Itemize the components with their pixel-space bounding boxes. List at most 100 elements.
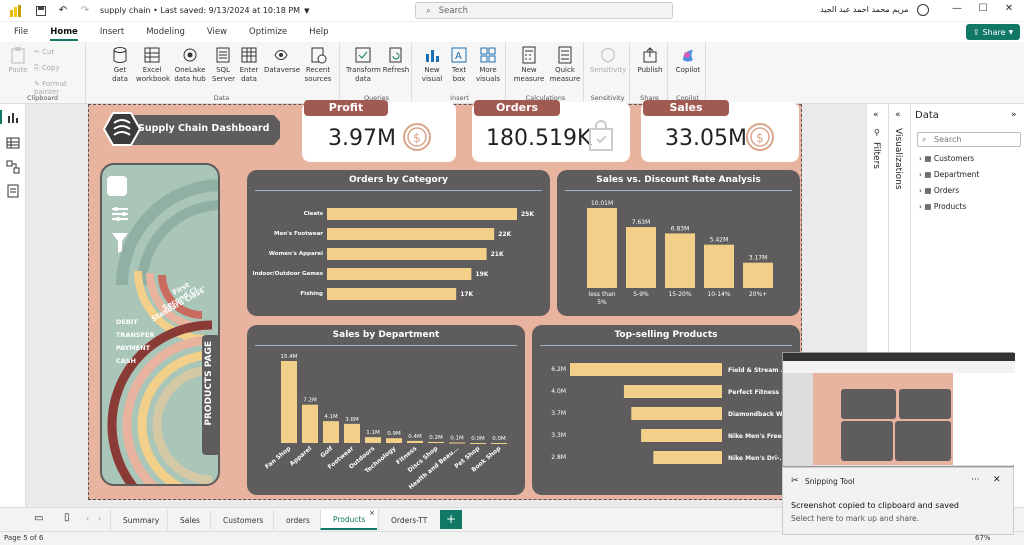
product-bar[interactable]: [631, 407, 722, 420]
collapse-data-icon[interactable]: »: [1011, 110, 1017, 120]
sales-vs-discount-panel[interactable]: Sales vs. Discount Rate Analysis 10.01M l…: [557, 170, 800, 316]
tab-sales[interactable]: Sales: [167, 510, 212, 530]
menu-modeling[interactable]: Modeling: [146, 27, 185, 37]
quick-measure-button[interactable]: Quick measure: [548, 46, 582, 84]
department-bar[interactable]: [365, 437, 381, 443]
category-bar[interactable]: [327, 268, 472, 280]
category-bar[interactable]: [327, 228, 495, 240]
undo-icon[interactable]: ↶: [58, 5, 68, 16]
refresh-button[interactable]: Refresh: [382, 46, 410, 75]
tab-customers[interactable]: Customers: [210, 510, 275, 530]
snip-thumbnail[interactable]: [782, 352, 1015, 467]
data-table-products[interactable]: › ▦ Products: [919, 202, 967, 211]
menu-file[interactable]: File: [14, 27, 29, 37]
get-data-button[interactable]: Get data: [108, 46, 132, 84]
tab-summary[interactable]: Summary: [110, 510, 171, 530]
close-button[interactable]: ✕: [1004, 3, 1014, 14]
paste-button[interactable]: Paste: [6, 46, 30, 75]
menu-insert[interactable]: Insert: [99, 27, 125, 37]
redo-icon[interactable]: ↷: [80, 5, 90, 16]
chevron-down-icon[interactable]: ▼: [304, 6, 310, 15]
onelake-button[interactable]: OneLake data hub: [172, 46, 208, 84]
department-bar[interactable]: [491, 443, 507, 444]
zoom-level[interactable]: 67%: [975, 534, 991, 542]
share-button[interactable]: ⇪ Share ▼: [966, 24, 1020, 40]
data-table-orders[interactable]: › ▦ Orders: [919, 186, 960, 195]
save-icon[interactable]: [34, 4, 48, 18]
report-view-icon[interactable]: [6, 110, 20, 124]
discount-bar[interactable]: [626, 227, 656, 288]
snipping-tool-toast[interactable]: ✂ Snipping Tool ··· ✕ Screenshot copied …: [782, 467, 1014, 535]
menu-view[interactable]: View: [206, 27, 228, 37]
data-table-customers[interactable]: › ▦ Customers: [919, 154, 975, 163]
close-tab-icon[interactable]: ×: [369, 509, 375, 517]
department-bar[interactable]: [323, 421, 339, 443]
sensitivity-button[interactable]: Sensitivity: [588, 46, 628, 75]
minimize-button[interactable]: —: [952, 3, 962, 14]
data-search-input[interactable]: ⌕ Search: [917, 132, 1021, 147]
category-bar[interactable]: [327, 208, 517, 220]
model-view-icon[interactable]: [6, 160, 20, 174]
orders-by-category-panel[interactable]: Orders by Category Cleats 25K Men's Footwe…: [247, 170, 550, 316]
tab-orders-tt[interactable]: Orders-TT: [378, 510, 439, 530]
discount-bar[interactable]: [704, 244, 734, 288]
toast-close-icon[interactable]: ✕: [993, 475, 1001, 485]
add-page-button[interactable]: +: [440, 510, 462, 529]
home-icon[interactable]: [106, 175, 128, 197]
department-bar[interactable]: [428, 441, 444, 443]
sales-by-department-panel[interactable]: Sales by Department 15.4M Fan Shop 7.2M App…: [247, 325, 525, 495]
menu-home[interactable]: Home: [50, 27, 78, 41]
kpi-card-sales[interactable]: Sales 33.05M $: [641, 100, 799, 162]
data-table-department[interactable]: › ▦ Department: [919, 170, 980, 179]
department-bar[interactable]: [281, 361, 297, 443]
copilot-button[interactable]: Copilot: [672, 46, 704, 75]
category-bar[interactable]: [327, 248, 487, 260]
dax-query-view-icon[interactable]: [6, 184, 20, 198]
filter-sliders-icon[interactable]: [110, 205, 130, 223]
discount-bar[interactable]: [743, 262, 773, 288]
publish-button[interactable]: Publish: [634, 46, 666, 75]
tab-products[interactable]: Products: [320, 510, 378, 530]
collapse-visualizations-icon[interactable]: «: [895, 110, 901, 120]
prev-page-icon[interactable]: ‹: [86, 514, 90, 523]
dataverse-button[interactable]: Dataverse: [264, 46, 300, 75]
department-bar[interactable]: [344, 423, 360, 443]
category-bar[interactable]: [327, 288, 457, 300]
enter-data-button[interactable]: Enter data: [238, 46, 260, 84]
table-view-icon[interactable]: [6, 136, 20, 150]
transform-data-button[interactable]: Transform data: [346, 46, 381, 84]
collapse-filters-icon[interactable]: «: [873, 110, 879, 120]
tab-orders[interactable]: orders: [273, 510, 322, 530]
department-bar[interactable]: [386, 438, 402, 443]
products-page-button[interactable]: PRODUCTS PAGE: [202, 335, 218, 455]
department-bar[interactable]: [407, 440, 423, 443]
kpi-card-profit[interactable]: Profit 3.97M $: [302, 100, 456, 162]
department-bar[interactable]: [470, 443, 486, 444]
new-measure-button[interactable]: New measure: [512, 46, 546, 84]
department-bar[interactable]: [302, 404, 318, 443]
next-page-icon[interactable]: ›: [98, 514, 102, 523]
product-bar[interactable]: [641, 429, 722, 442]
top-selling-products-panel[interactable]: Top-selling Products 6.2M Field & Stream …: [532, 325, 800, 495]
search-input[interactable]: ⌕ Search: [415, 2, 673, 19]
copy-button[interactable]: ⎘ Copy: [34, 64, 60, 72]
format-painter-button[interactable]: ✎ Format painter: [34, 80, 67, 96]
recent-sources-button[interactable]: Recent sources: [302, 46, 334, 84]
more-visuals-button[interactable]: More visuals: [472, 46, 504, 84]
sql-server-button[interactable]: SQL Server: [212, 46, 235, 84]
menu-help[interactable]: Help: [309, 27, 329, 37]
kpi-card-orders[interactable]: Orders 180.519K: [472, 100, 630, 162]
avatar[interactable]: [917, 4, 929, 16]
text-box-button[interactable]: A Text box: [448, 46, 470, 84]
discount-bar[interactable]: [587, 208, 617, 288]
cut-button[interactable]: ✂ Cut: [34, 48, 55, 56]
maximize-button[interactable]: ☐: [978, 3, 988, 14]
menu-optimize[interactable]: Optimize: [249, 27, 288, 37]
funnel-icon[interactable]: [110, 231, 130, 255]
new-visual-button[interactable]: New visual: [418, 46, 446, 84]
excel-workbook-button[interactable]: Excel workbook: [136, 46, 170, 84]
product-bar[interactable]: [570, 363, 722, 376]
discount-bar[interactable]: [665, 233, 695, 288]
toast-more-icon[interactable]: ···: [971, 475, 980, 485]
department-bar[interactable]: [449, 442, 465, 444]
